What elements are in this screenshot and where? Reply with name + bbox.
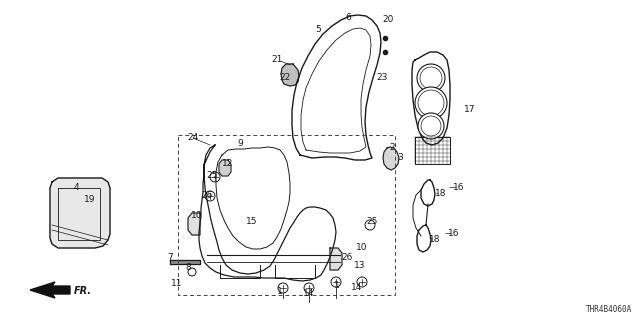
Text: 11: 11 bbox=[172, 278, 183, 287]
Text: 1: 1 bbox=[334, 281, 340, 290]
Polygon shape bbox=[383, 147, 399, 170]
Text: 10: 10 bbox=[191, 211, 203, 220]
Text: 5: 5 bbox=[315, 26, 321, 35]
Text: 15: 15 bbox=[246, 218, 258, 227]
Text: 2: 2 bbox=[389, 143, 395, 153]
Text: THR4B4060A: THR4B4060A bbox=[586, 305, 632, 314]
Polygon shape bbox=[330, 248, 342, 270]
Bar bbox=[178, 135, 395, 295]
Text: 25: 25 bbox=[366, 218, 378, 227]
Text: 6: 6 bbox=[345, 13, 351, 22]
Text: 10: 10 bbox=[356, 244, 368, 252]
Text: 8: 8 bbox=[185, 263, 191, 273]
Text: 14: 14 bbox=[303, 290, 315, 299]
Text: 24: 24 bbox=[188, 133, 198, 142]
Circle shape bbox=[415, 87, 447, 119]
Polygon shape bbox=[188, 213, 200, 235]
Text: 25: 25 bbox=[206, 171, 218, 180]
Text: 3: 3 bbox=[397, 153, 403, 162]
Text: 21: 21 bbox=[271, 55, 283, 65]
Circle shape bbox=[418, 113, 444, 139]
Text: 14: 14 bbox=[351, 284, 363, 292]
Circle shape bbox=[417, 64, 445, 92]
Polygon shape bbox=[50, 178, 110, 248]
Text: 26: 26 bbox=[202, 190, 212, 199]
Text: 19: 19 bbox=[84, 196, 96, 204]
Polygon shape bbox=[219, 160, 231, 176]
Text: 12: 12 bbox=[222, 158, 234, 167]
Text: 16: 16 bbox=[448, 228, 460, 237]
Text: FR.: FR. bbox=[74, 286, 92, 296]
Text: 18: 18 bbox=[429, 236, 441, 244]
Polygon shape bbox=[30, 282, 70, 298]
Text: 9: 9 bbox=[237, 140, 243, 148]
Text: 17: 17 bbox=[464, 106, 476, 115]
Text: 20: 20 bbox=[382, 15, 394, 25]
Text: 26: 26 bbox=[341, 253, 353, 262]
Text: 1: 1 bbox=[277, 287, 283, 297]
Text: 4: 4 bbox=[73, 183, 79, 193]
Text: 7: 7 bbox=[167, 253, 173, 262]
Text: 16: 16 bbox=[453, 182, 465, 191]
Text: 13: 13 bbox=[355, 261, 365, 270]
Polygon shape bbox=[281, 64, 299, 86]
Polygon shape bbox=[170, 260, 200, 264]
Text: 23: 23 bbox=[376, 74, 388, 83]
Text: 18: 18 bbox=[435, 188, 447, 197]
Text: 22: 22 bbox=[280, 74, 291, 83]
